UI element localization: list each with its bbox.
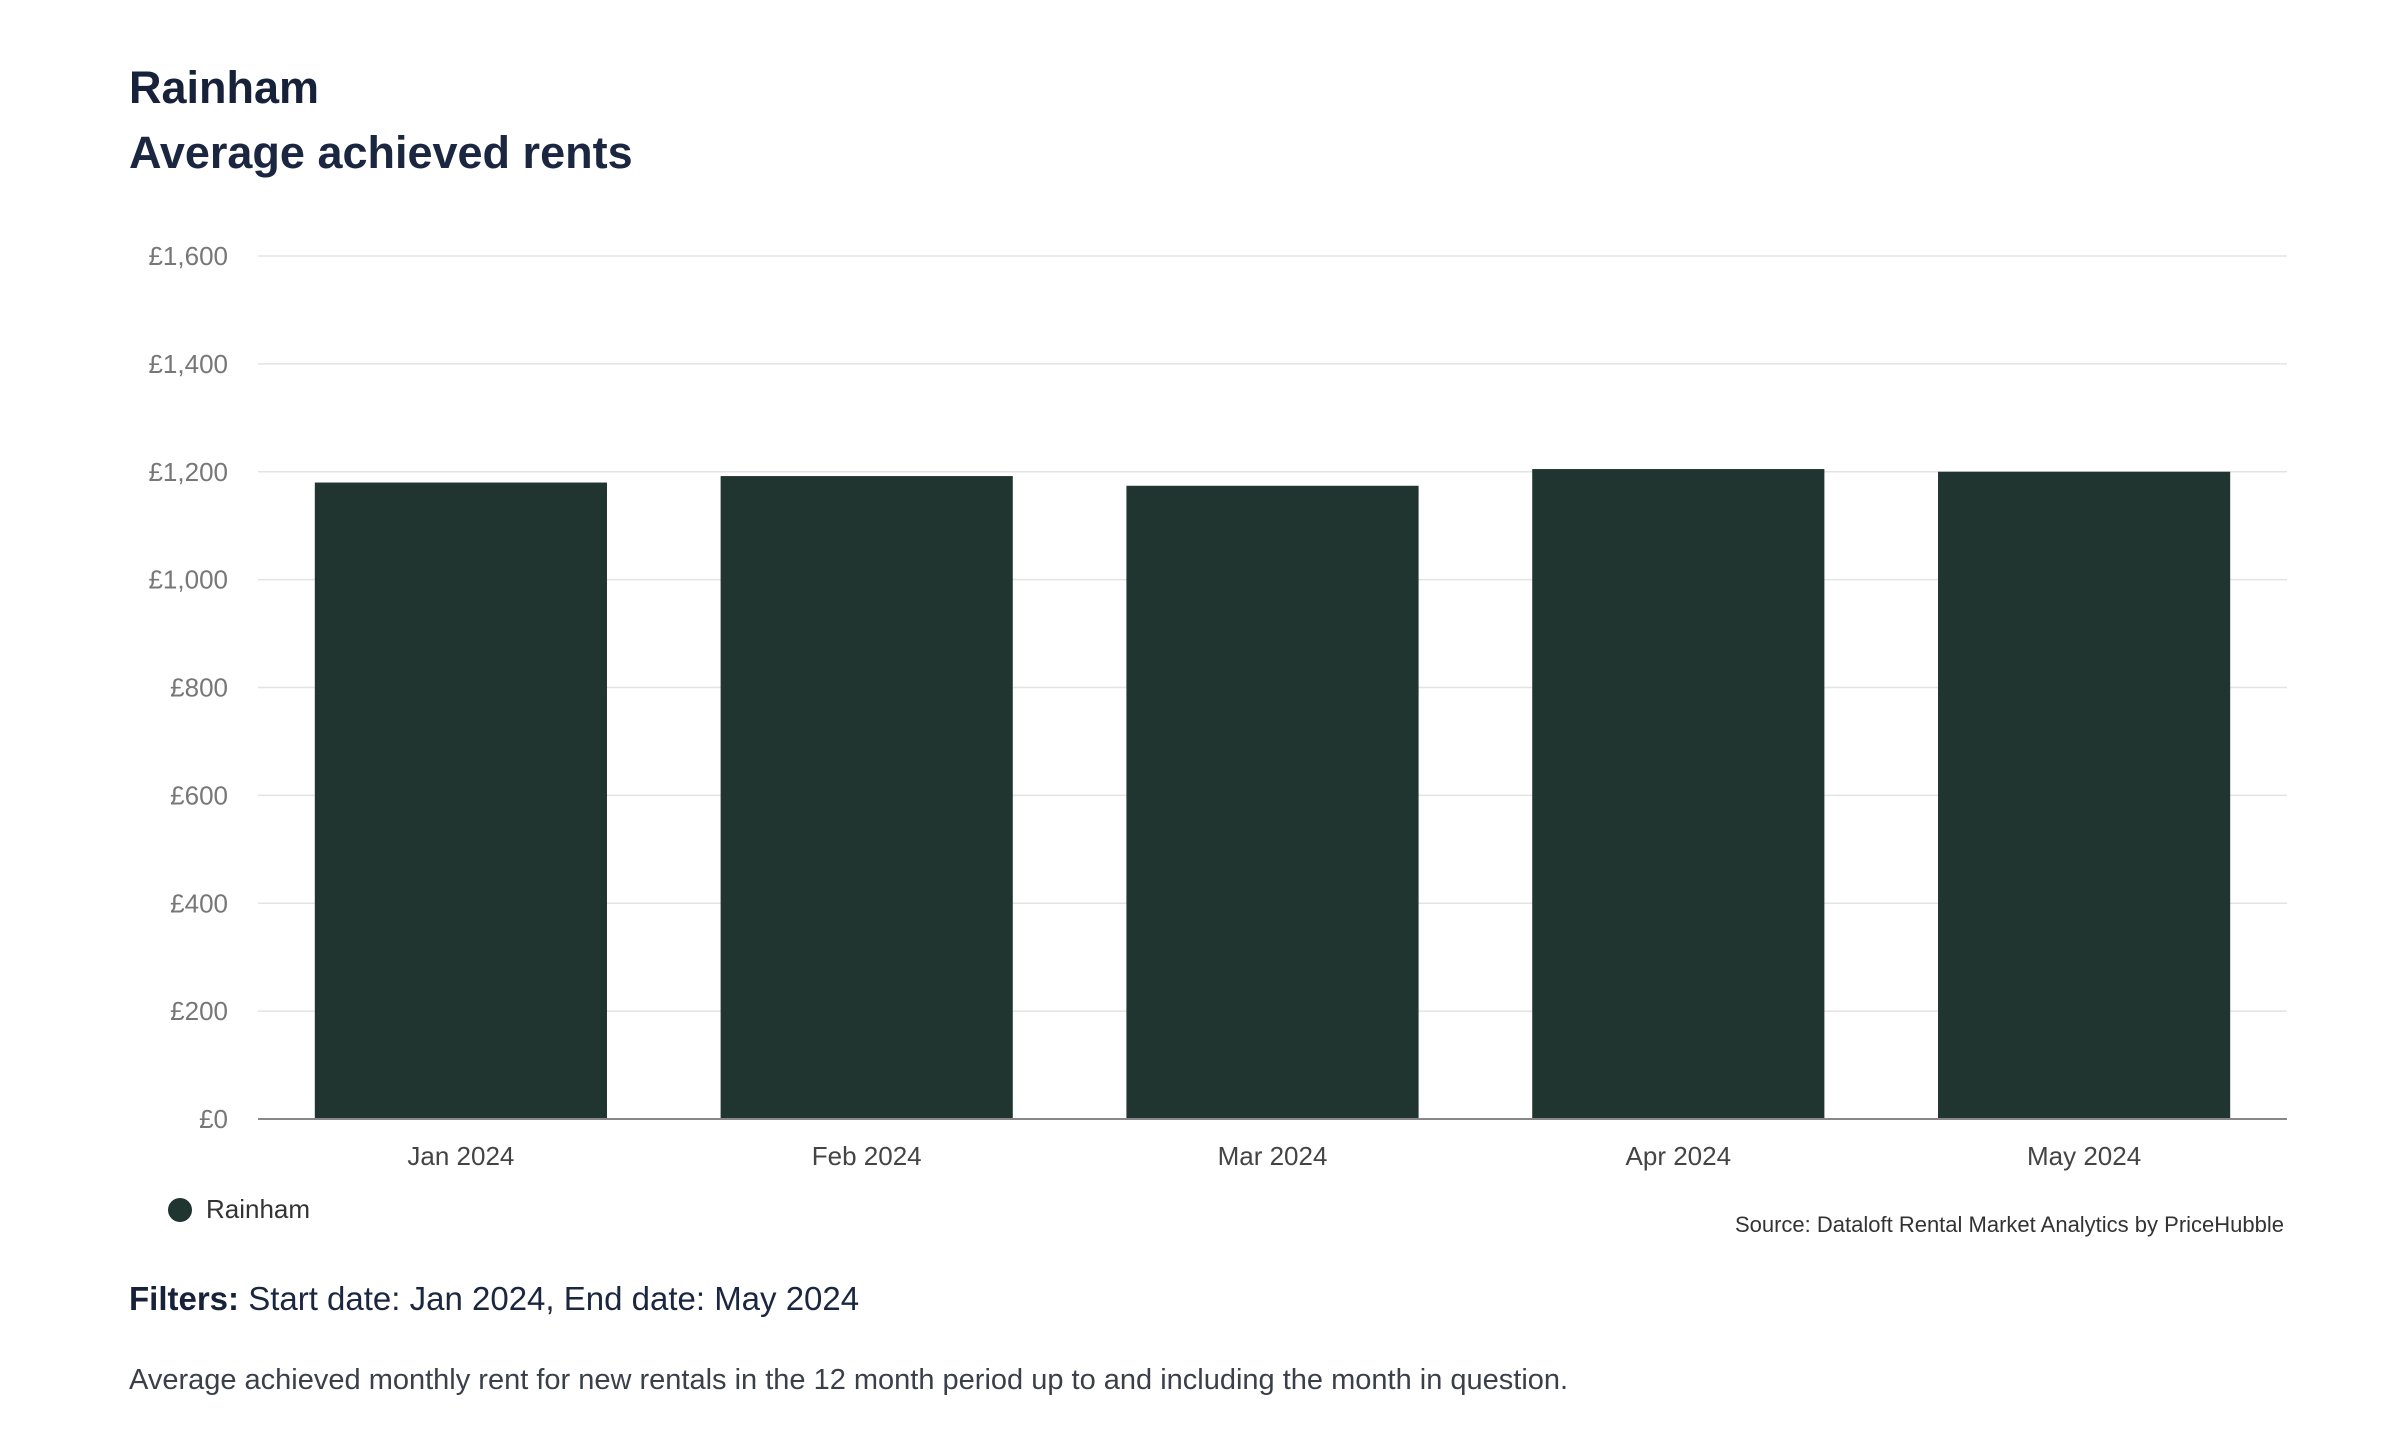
filters-label: Filters: xyxy=(129,1280,240,1317)
legend-swatch xyxy=(168,1197,192,1222)
y-tick-label: £600 xyxy=(170,780,228,810)
x-tick-label: Jan 2024 xyxy=(407,1141,514,1171)
x-tick-label: Apr 2024 xyxy=(1626,1141,1732,1171)
y-tick-label: £1,400 xyxy=(148,349,228,379)
filters-line: Filters: Start date: Jan 2024, End date:… xyxy=(129,1280,859,1318)
y-tick-label: £1,200 xyxy=(148,457,228,487)
y-tick-label: £1,000 xyxy=(148,565,228,595)
y-tick-label: £200 xyxy=(170,996,228,1026)
legend: Rainham xyxy=(168,1194,310,1225)
x-tick-label: Mar 2024 xyxy=(1218,1141,1328,1171)
y-tick-label: £1,600 xyxy=(148,241,228,271)
bar xyxy=(314,482,607,1120)
y-tick-label: £800 xyxy=(170,673,228,703)
x-tick-label: Feb 2024 xyxy=(812,1141,922,1171)
x-tick-label: May 2024 xyxy=(2027,1141,2141,1171)
chart-subtitle: Average achieved rents xyxy=(129,127,633,178)
bar xyxy=(1532,469,1825,1120)
footnote: Average achieved monthly rent for new re… xyxy=(129,1364,1569,1396)
source-note: Source: Dataloft Rental Market Analytics… xyxy=(1734,1212,2284,1237)
chart-title: Rainham xyxy=(129,62,320,113)
legend-label: Rainham xyxy=(206,1194,311,1224)
bar-chart: £0 £200 £400 £600 £800 £1,000 £1,200 £1,400 £1,6… xyxy=(148,241,2287,1171)
y-tick-label: £0 xyxy=(199,1104,228,1134)
bar xyxy=(1126,485,1419,1119)
bar xyxy=(720,476,1013,1119)
y-tick-label: £400 xyxy=(170,888,228,918)
bar xyxy=(1938,471,2231,1119)
filters-text: Start date: Jan 2024, End date: May 2024 xyxy=(239,1280,860,1317)
